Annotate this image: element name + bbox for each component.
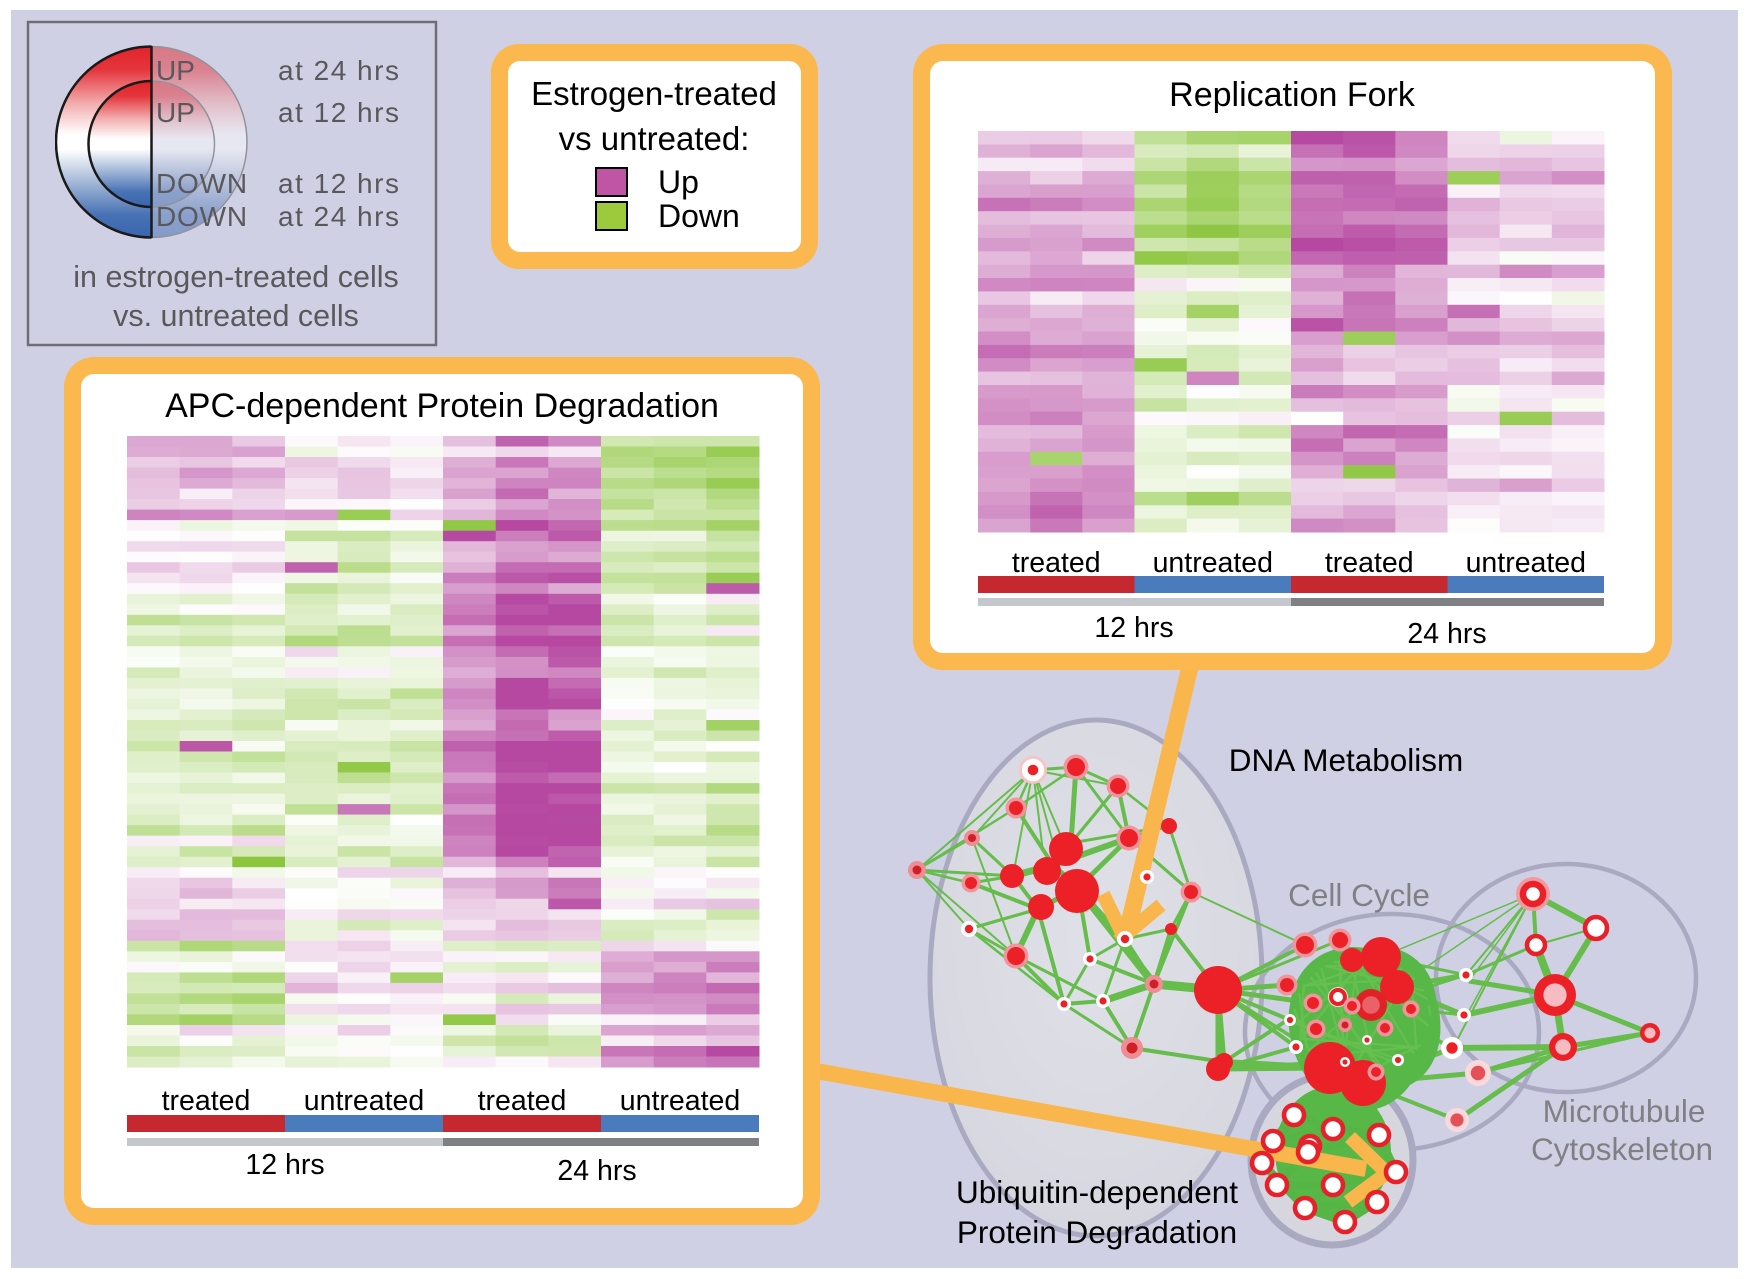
svg-text:Ubiquitin-dependent: Ubiquitin-dependent (956, 1174, 1238, 1210)
svg-text:in estrogen-treated cells: in estrogen-treated cells (73, 260, 399, 294)
svg-text:UP: UP (156, 97, 195, 128)
svg-text:Protein Degradation: Protein Degradation (957, 1214, 1237, 1250)
svg-text:treated: treated (1012, 547, 1101, 579)
svg-text:untreated: untreated (1466, 547, 1586, 579)
svg-text:DNA Metabolism: DNA Metabolism (1229, 742, 1464, 778)
svg-text:Estrogen-treated: Estrogen-treated (531, 75, 777, 112)
svg-text:Cell Cycle: Cell Cycle (1288, 877, 1430, 913)
svg-text:treated: treated (162, 1085, 251, 1117)
svg-text:untreated: untreated (620, 1085, 740, 1117)
svg-text:12 hrs: 12 hrs (245, 1149, 324, 1181)
svg-text:at 24 hrs: at 24 hrs (278, 55, 400, 86)
svg-text:at 12 hrs: at 12 hrs (278, 97, 400, 128)
svg-text:at 24 hrs: at 24 hrs (278, 201, 400, 232)
svg-text:24 hrs: 24 hrs (557, 1155, 636, 1187)
svg-text:treated: treated (1325, 547, 1414, 579)
svg-text:at 12 hrs: at 12 hrs (278, 168, 400, 199)
svg-text:APC-dependent Protein Degradat: APC-dependent Protein Degradation (165, 387, 719, 425)
svg-text:untreated: untreated (1153, 547, 1273, 579)
svg-text:Replication Fork: Replication Fork (1169, 76, 1416, 114)
svg-text:UP: UP (156, 55, 195, 86)
svg-text:24 hrs: 24 hrs (1407, 618, 1486, 650)
svg-text:Microtubule: Microtubule (1543, 1093, 1706, 1129)
svg-text:treated: treated (478, 1085, 567, 1117)
svg-text:vs untreated:: vs untreated: (559, 120, 750, 157)
svg-text:Down: Down (658, 198, 740, 234)
svg-text:12 hrs: 12 hrs (1094, 612, 1173, 644)
svg-text:DOWN: DOWN (156, 201, 248, 232)
svg-text:Cytoskeleton: Cytoskeleton (1531, 1131, 1713, 1167)
svg-text:Up: Up (658, 164, 699, 200)
svg-text:DOWN: DOWN (156, 168, 248, 199)
svg-text:vs. untreated cells: vs. untreated cells (113, 299, 359, 333)
svg-text:untreated: untreated (304, 1085, 424, 1117)
